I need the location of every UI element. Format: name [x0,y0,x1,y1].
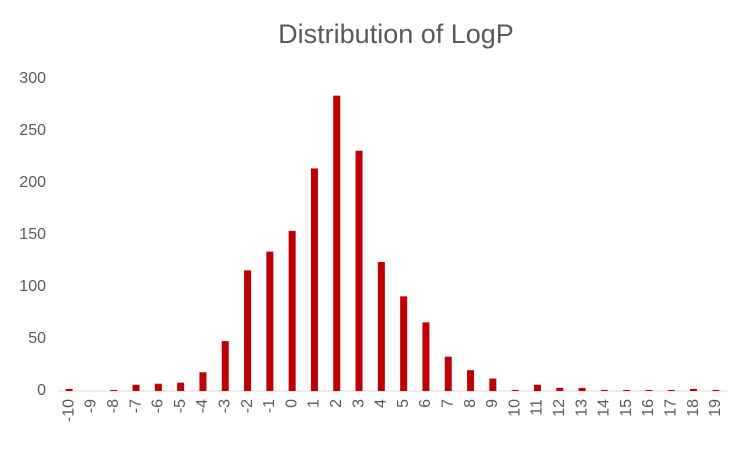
x-tick-label: 5 [395,399,412,408]
x-tick-label: 14 [596,399,613,417]
bar [690,388,698,391]
x-tick-label: -10 [60,399,77,422]
y-tick-label: 0 [37,382,46,399]
x-tick-label: -8 [105,399,122,413]
bar [377,262,385,391]
x-tick-label: 18 [685,399,702,417]
bar [667,389,675,391]
y-tick-label: 300 [19,70,46,87]
bar [355,150,363,391]
bar [65,388,73,391]
bar [288,230,296,391]
x-tick-label: 12 [551,399,568,417]
bar [266,251,274,391]
x-tick-label: 15 [618,399,635,417]
x-tick-label: -6 [150,399,167,413]
x-tick-label: -9 [83,399,100,413]
y-tick-label: 200 [19,174,46,191]
bar [310,168,318,391]
x-tick-label: -2 [239,399,256,413]
y-tick-label: 150 [19,226,46,243]
x-tick-label: 8 [462,399,479,408]
bar [244,270,252,391]
y-tick-label: 50 [28,330,46,347]
x-tick-label: -5 [172,399,189,413]
bar [154,383,162,391]
x-tick-label: 7 [439,399,456,408]
x-tick-label: 11 [529,399,546,416]
x-tick-label: 3 [350,399,367,408]
y-tick-label: 250 [19,122,46,139]
x-tick-label: -3 [216,399,233,413]
x-tick-label: 4 [373,399,390,408]
bar [221,341,229,391]
bar [400,296,408,391]
bar [333,95,341,391]
bar [132,384,140,391]
bar [467,370,475,391]
bar [556,387,564,391]
bar [177,382,185,391]
x-tick-label: 19 [707,399,724,417]
x-tick-label: 0 [283,399,300,408]
x-tick-label: -1 [261,399,278,413]
bar [623,389,631,391]
x-tick-label: -7 [127,399,144,413]
chart-title: Distribution of LogP [278,19,514,49]
bar [199,372,207,391]
x-tick-label: -4 [194,399,211,413]
x-tick-label: 6 [417,399,434,408]
bar [600,389,608,391]
bar [511,389,519,391]
x-tick-label: 17 [662,399,679,417]
x-tick-label: 16 [640,399,657,417]
x-tick-label: 1 [306,399,323,408]
x-tick-label: 2 [328,399,345,408]
bar [712,389,720,391]
y-tick-label: 100 [19,278,46,295]
bar [444,356,452,391]
bar [422,322,430,391]
bar [489,378,497,391]
bar [533,384,541,391]
bar [578,387,586,391]
bar [110,389,118,391]
x-tick-label: 13 [573,399,590,417]
bar [645,389,653,391]
x-tick-label: 9 [484,399,501,408]
x-tick-label: 10 [506,399,523,417]
